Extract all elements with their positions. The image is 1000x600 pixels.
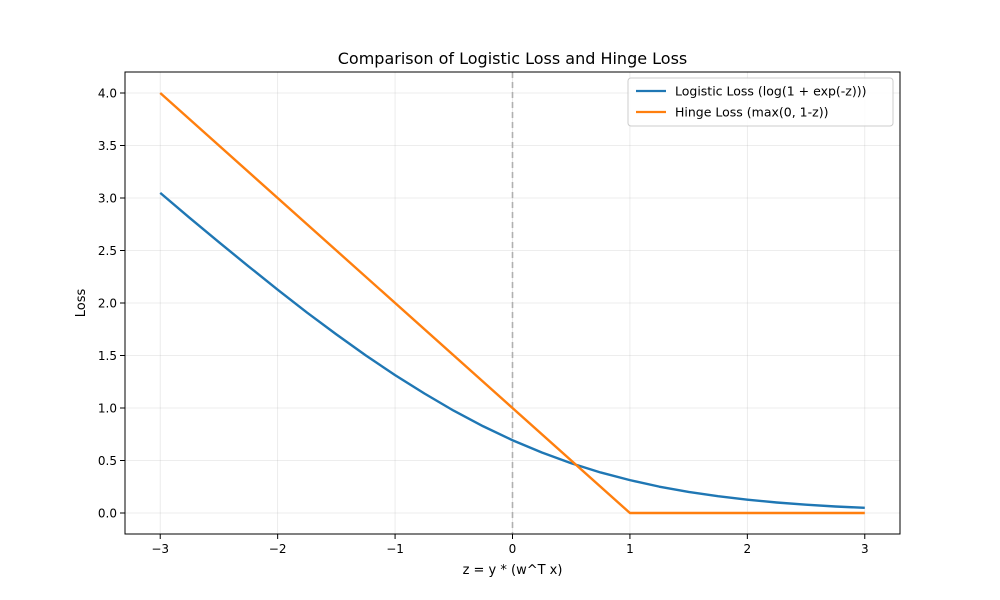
x-tick-label: −1: [386, 542, 404, 556]
legend-box: [627, 77, 894, 127]
y-tick-label: 3.0: [98, 192, 117, 206]
x-tick-label: 0: [509, 542, 517, 556]
y-tick-label: 3.5: [98, 139, 117, 153]
series-group: [159, 92, 865, 515]
y-tick-label: 2.0: [98, 297, 117, 311]
legend-label-logistic: Logistic Loss (log(1 + exp(-z))): [675, 84, 867, 99]
x-tick-label: −3: [151, 542, 169, 556]
chart-title: Comparison of Logistic Loss and Hinge Lo…: [338, 49, 688, 68]
x-tick-label: 2: [744, 542, 752, 556]
legend-label-hinge: Hinge Loss (max(0, 1-z)): [675, 105, 828, 120]
y-axis-label: Loss: [74, 289, 89, 318]
series-line-logistic: [159, 191, 865, 510]
x-tick-label: 3: [861, 542, 869, 556]
y-tick-label: 4.0: [98, 87, 117, 101]
legend: Logistic Loss (log(1 + exp(-z))) Hinge L…: [627, 77, 894, 127]
x-axis-label: z = y * (w^T x): [463, 563, 563, 578]
x-tick-label: −2: [269, 542, 287, 556]
y-tick-label: 0.0: [98, 507, 117, 521]
tick-labels: −3 −2 −1 0 1 2 3 0.0 0.5 1.0 1.5 2.0 2.5 3.0 3.5 4.0: [98, 87, 869, 557]
y-tick-label: 1.5: [98, 349, 117, 363]
x-tick-label: 1: [626, 542, 634, 556]
y-tick-label: 2.5: [98, 244, 117, 258]
y-tick-label: 0.5: [98, 454, 117, 468]
y-tick-label: 1.0: [98, 402, 117, 416]
axes: [120, 71, 901, 539]
series-line-hinge: [159, 92, 865, 515]
